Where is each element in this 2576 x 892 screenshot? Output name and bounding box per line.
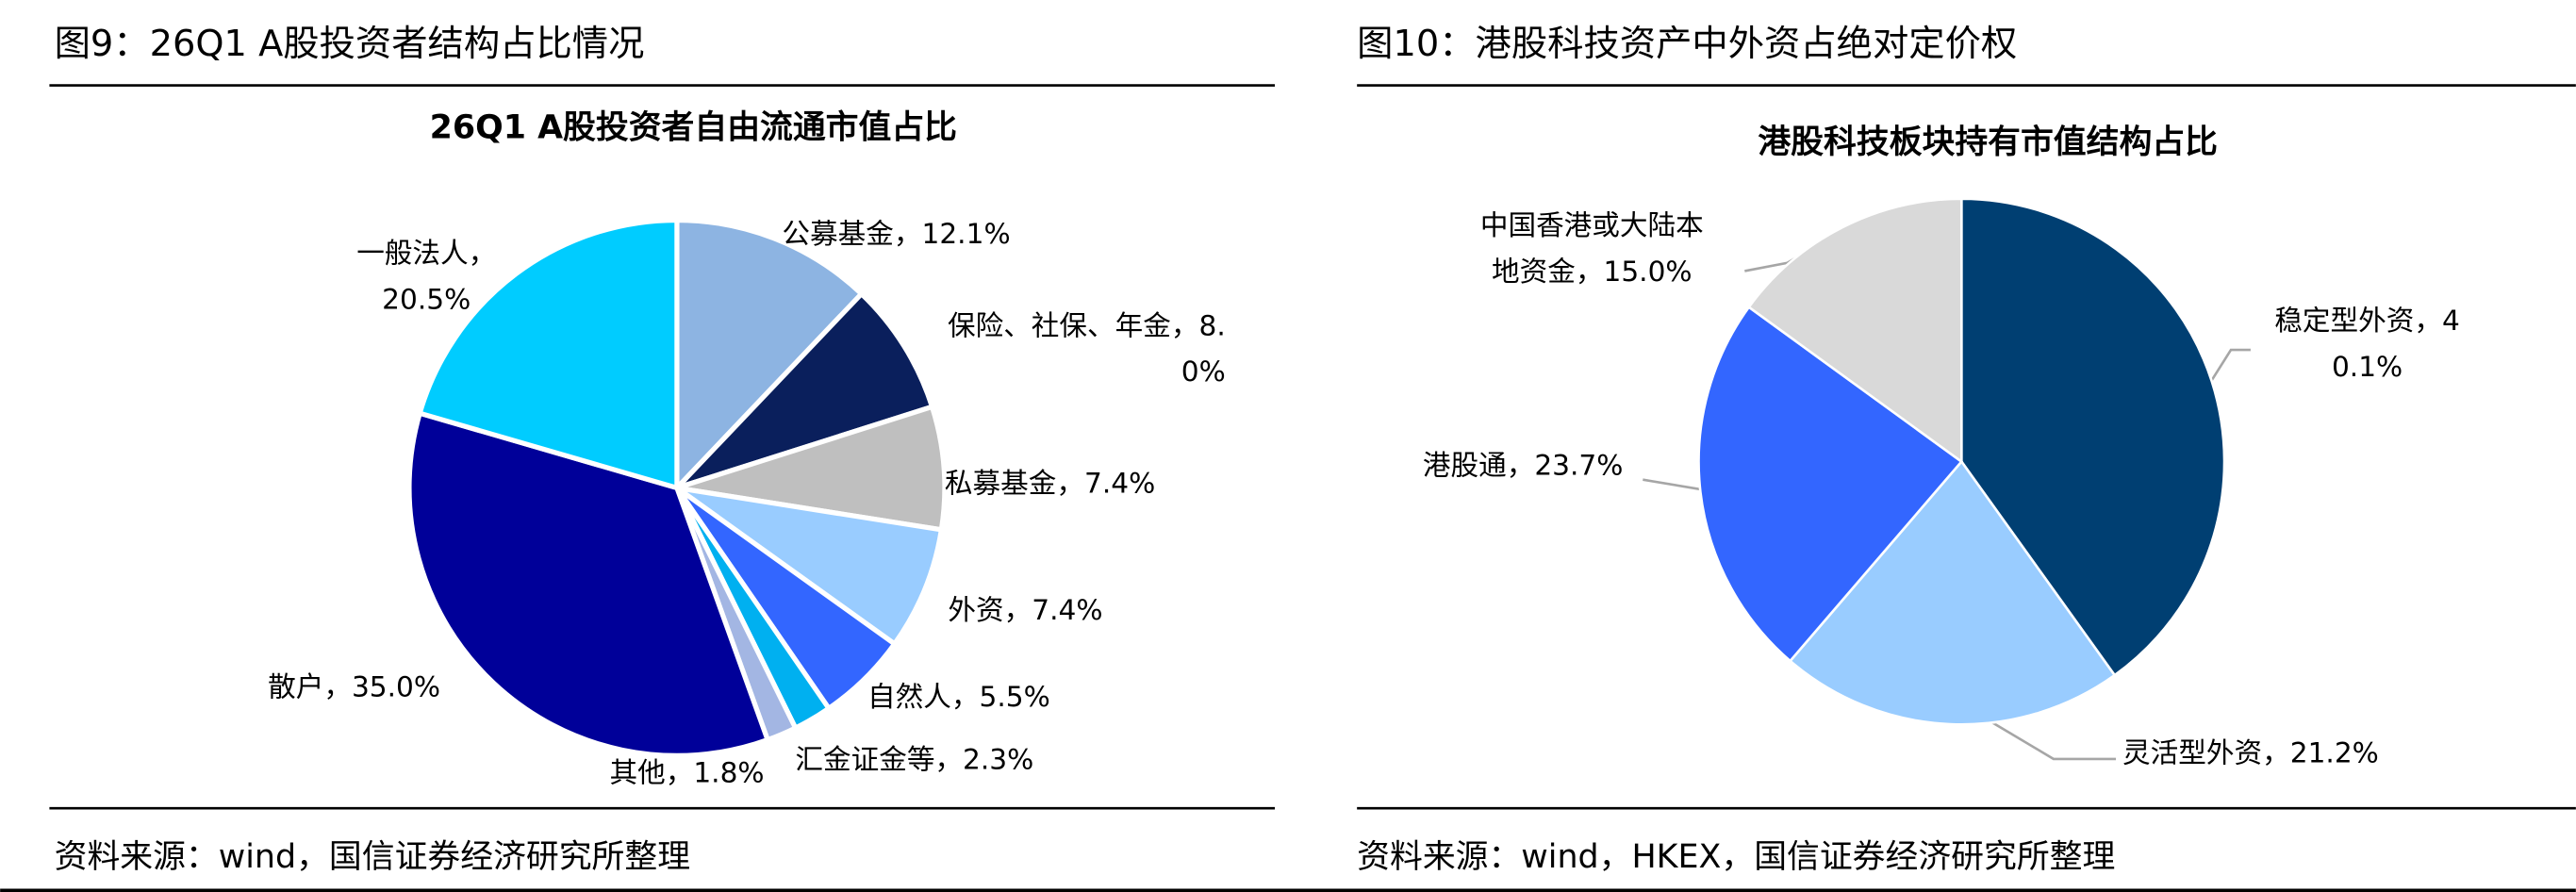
slice-value-label: 1.8% [693, 757, 765, 790]
slice-category: 港股通， [1422, 450, 1535, 484]
slice-category: 私募基金， [944, 468, 1084, 502]
slice-label-box: 散户，35.0% [268, 666, 514, 712]
slice-label: 港股通，23.7% [1423, 443, 1669, 489]
slice-value-label: 20.5% [382, 284, 471, 318]
slice-value-label: 35.0% [351, 671, 441, 705]
slice-value-label: 2.3% [963, 744, 1034, 778]
leader-line [2209, 348, 2251, 382]
slice-value-label: 7.4% [1032, 594, 1103, 628]
slice-category: 灵活型外资， [2122, 737, 2290, 771]
slice-label-box: 外资，7.4% [948, 588, 1194, 635]
slice-label-box: 私募基金，7.4% [945, 462, 1273, 508]
slice-category: 汇金证金等， [795, 744, 964, 778]
slice-label: 自然人，5.5% [867, 675, 1196, 721]
pie-slice [406, 409, 771, 759]
slice-category: 中国香港或大陆本地资金， [1479, 209, 1704, 289]
slice-label: 一般法人， 20.5% [348, 232, 504, 324]
slice-value-label: 15.0% [1603, 256, 1693, 289]
slice-label-box: 港股通，23.7% [1423, 443, 1669, 489]
slice-label: 公募基金，12.1% [782, 212, 1110, 258]
pie-slice [1746, 197, 1963, 465]
leader-line [1643, 478, 1703, 491]
figure-caption: 图9：26Q1 A股投资者结构占比情况 [55, 23, 645, 65]
slice-label: 中国香港或大陆本地资金，15.0% [1469, 204, 1715, 296]
slice-label-box: 稳定型外资，40.1% [2269, 299, 2466, 391]
slice-label: 其他，1.8% [609, 751, 806, 797]
slice-category: 公募基金， [782, 218, 922, 252]
slice-value-label: 40.1% [2331, 306, 2460, 385]
figure-caption: 图10：港股科技资产中外资占绝对定价权 [1357, 23, 2017, 65]
slice-category: 外资， [948, 594, 1032, 628]
chart-title: 26Q1 A股投资者自由流通市值占比 [430, 108, 957, 146]
slice-category: 散户， [268, 671, 352, 705]
slice-category: 稳定型外资， [2274, 306, 2443, 339]
pie-slice [675, 485, 945, 648]
slice-value-label: 5.5% [979, 682, 1050, 715]
slice-value-label: 7.4% [1083, 468, 1156, 502]
source-note: 资料来源：wind，HKEX，国信证券经济研究所整理 [1357, 838, 2115, 876]
slice-label: 私募基金，7.4% [945, 462, 1273, 508]
pie-slice [675, 289, 935, 490]
slice-label-box: 一般法人， 20.5% [348, 232, 504, 324]
slice-label: 汇金证金等，2.3% [795, 737, 1123, 784]
slice-label-box: 汇金证金等，2.3% [795, 737, 1123, 784]
pie-slice [676, 404, 948, 533]
slice-category: 保险、社保、年金， [947, 310, 1199, 344]
chart-title: 港股科技板块持有市值结构占比 [1758, 124, 2218, 161]
slice-label: 保险、社保、年金，8.0% [920, 304, 1226, 396]
slice-value-label: 12.1% [921, 218, 1011, 252]
slice-label-box: 自然人，5.5% [867, 675, 1196, 721]
slice-label: 稳定型外资，40.1% [2269, 299, 2466, 391]
leader-line [1984, 717, 2117, 761]
slice-value-label: 23.7% [1534, 450, 1624, 484]
pie-slice [674, 217, 866, 494]
slice-label-box: 保险、社保、年金，8.0% [920, 304, 1226, 396]
slice-label-box: 灵活型外资，21.2% [2122, 731, 2451, 777]
slice-value-label: 8.0% [1181, 310, 1226, 389]
slice-label-box: 其他，1.8% [609, 751, 806, 797]
pie-slice [1697, 305, 1964, 663]
slice-category: 自然人， [867, 682, 980, 715]
pie-slice [416, 217, 680, 491]
slice-category: 其他， [609, 757, 694, 790]
slice-category: 一般法人， [356, 238, 497, 272]
pie-slice [1959, 197, 2226, 677]
slice-label: 灵活型外资，21.2% [2122, 731, 2451, 777]
slice-label: 散户，35.0% [268, 666, 514, 712]
slice-value-label: 21.2% [2289, 737, 2379, 771]
source-note: 资料来源：wind，国信证券经济研究所整理 [55, 838, 690, 876]
slice-label-box: 公募基金，12.1% [782, 212, 1110, 258]
pie-slice [1788, 459, 2117, 726]
slice-label-box: 中国香港或大陆本地资金，15.0% [1469, 204, 1715, 296]
slice-label: 外资，7.4% [948, 588, 1194, 635]
